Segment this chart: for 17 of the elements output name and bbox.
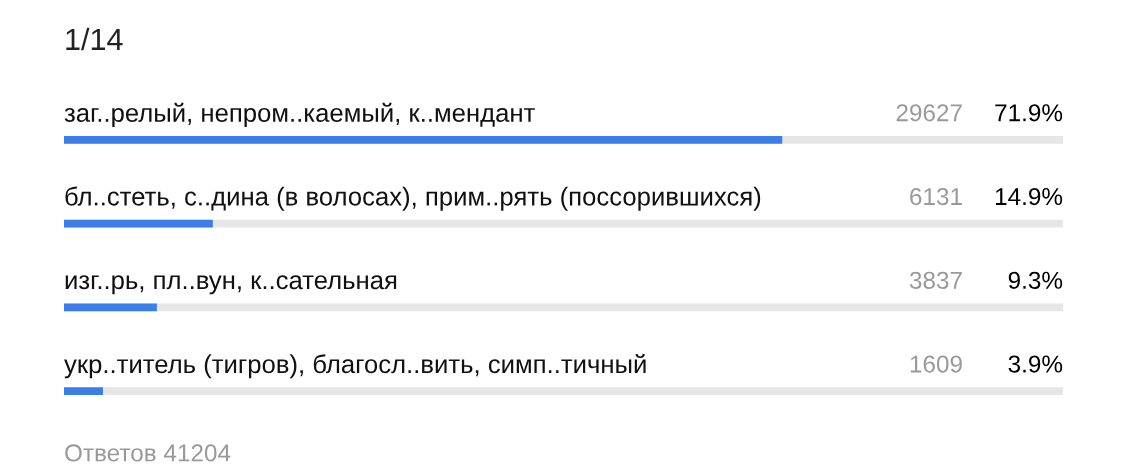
data-label: 3.9% [1008,355,1063,373]
annotation: 1609 [910,355,962,373]
bar [64,219,213,228]
y-tick-label: бл..стеть, с..дина (в волосах), прим..рять (поссорившихся) [65,186,761,211]
annotation: 29627 [896,104,962,122]
y-tick-label: заг..релый, непром..каемый, к..мендант [64,102,535,128]
y-tick-label: изг..рь, пл..вун, к..сательная [65,275,397,295]
chart-title: 1/14 [66,27,123,51]
y-tick-label: укр..титель (тигров), благосл..вить, симп..тичный [64,353,646,379]
data-label: 9.3% [1008,271,1063,289]
text: Ответов 41204 [65,444,231,462]
bar [64,303,157,312]
data-label: 71.9% [995,104,1063,122]
annotation: 3837 [909,271,962,289]
annotation: 6131 [910,187,962,206]
data-label: 14.9% [995,187,1063,206]
bar [64,387,103,396]
